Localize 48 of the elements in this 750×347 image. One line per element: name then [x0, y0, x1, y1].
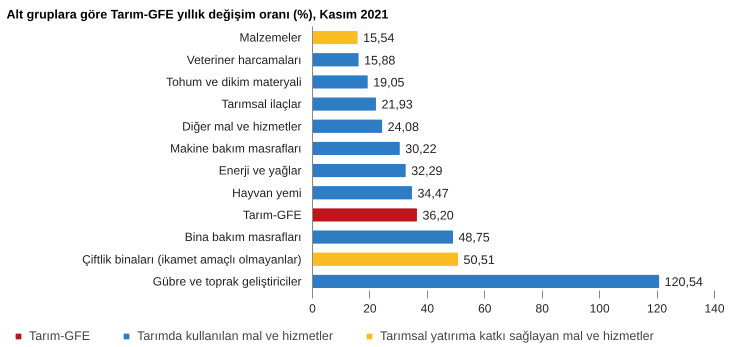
y-tick-label: Bina bakım masrafları — [184, 230, 302, 244]
x-tick-label: 0 — [309, 302, 316, 316]
y-tick-label: Tohum ve dikim materyali — [166, 74, 302, 89]
y-tick-label: Tarım-GFE — [242, 208, 302, 222]
data-label: 120,54 — [664, 274, 703, 289]
bar — [312, 97, 376, 111]
data-label: 21,93 — [381, 98, 413, 112]
legend-label: Tarımsal yatırıma katkı sağlayan mal ve hizmetler — [380, 329, 654, 343]
y-tick-label: Malzemeler — [239, 30, 302, 45]
data-label: 36,20 — [422, 208, 454, 222]
bar — [312, 30, 358, 44]
y-tick-label: Gübre ve toprak geliştiriciler — [152, 274, 302, 288]
text: Alt gruplara göre Tarım-GFE yıllık değişim oranı (%), Kasım 2021 — [6, 8, 388, 22]
bar — [312, 142, 400, 156]
bar — [312, 208, 417, 222]
y-tick-label: Makine bakım masrafları — [170, 141, 302, 156]
x-tick-label: 60 — [478, 302, 492, 316]
bar — [312, 230, 453, 244]
data-label: 34,47 — [417, 186, 449, 200]
y-tick-label: Enerji ve yağlar — [218, 164, 302, 178]
bar — [312, 53, 359, 66]
data-label: 19,05 — [373, 75, 405, 90]
y-tick-label: Diğer mal ve hizmetler — [182, 119, 302, 134]
data-label: 48,75 — [458, 230, 490, 245]
bar — [312, 164, 406, 178]
data-label: 15,88 — [364, 53, 396, 68]
bar — [312, 120, 382, 133]
bar — [312, 75, 368, 89]
y-tick-label: Veteriner harcamaları — [186, 52, 302, 67]
x-tick-label: 140 — [704, 302, 725, 316]
data-label: 30,22 — [405, 142, 437, 156]
x-tick-label: 80 — [536, 302, 550, 316]
y-tick-label: Hayvan yemi — [232, 186, 302, 200]
data-label: 32,29 — [411, 164, 443, 178]
bar — [312, 186, 412, 200]
data-label: 24,08 — [388, 120, 419, 134]
bar — [312, 274, 660, 288]
legend-label: Tarımda kullanılan mal ve hizmetler — [137, 329, 334, 343]
data-label: 50,51 — [464, 252, 495, 267]
x-tick-label: 20 — [363, 302, 377, 316]
x-tick-label: 100 — [590, 302, 610, 316]
legend-label: Tarım-GFE — [29, 329, 90, 343]
y-tick-label: Çiftlik binaları (ikamet amaçlı olmayanlar) — [82, 252, 302, 266]
y-tick-label: Tarımsal ilaçlar — [221, 97, 302, 112]
x-tick-label: 120 — [647, 302, 668, 316]
data-label: 15,54 — [363, 31, 394, 46]
bar — [312, 252, 458, 266]
x-tick-label: 40 — [420, 302, 434, 316]
